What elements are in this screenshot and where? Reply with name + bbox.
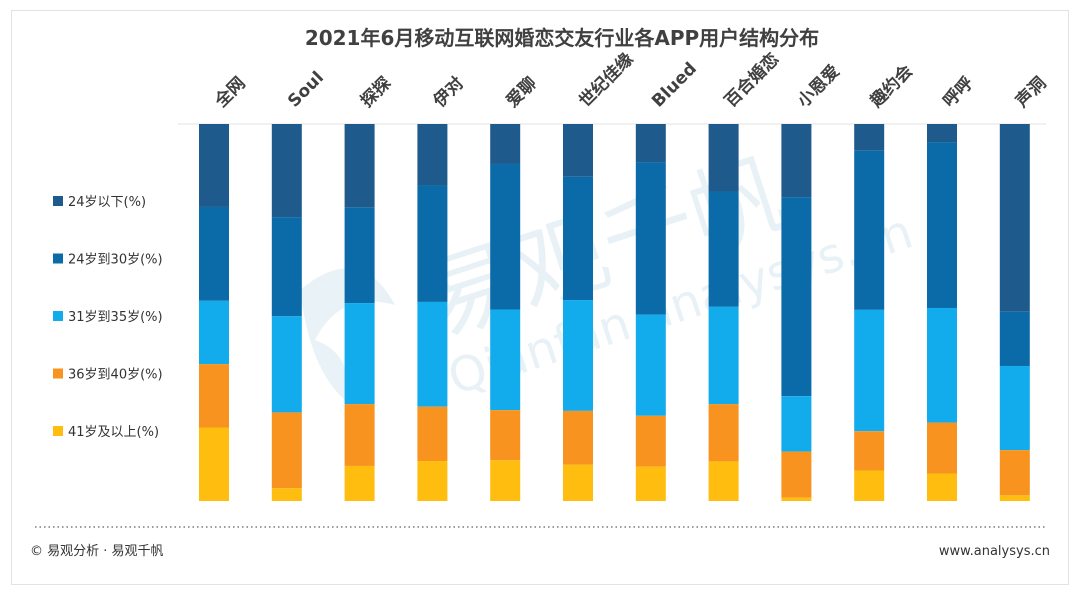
x-tick-label: 百合婚恋 xyxy=(720,49,783,112)
bar-segment-2-2 xyxy=(344,303,375,405)
bar-segment-5-3 xyxy=(563,410,593,465)
x-axis-labels: 全网 Soul 探探 伊对 爱聊 世纪佳缘 Blued 百合婚恋 小恩爱 趣约会 呼呼 声洞 xyxy=(210,49,1050,113)
bar-segment-0-0 xyxy=(199,124,229,207)
bar-segment-0-4 xyxy=(199,427,229,502)
bar-segment-6-2 xyxy=(635,314,666,416)
chart-frame xyxy=(11,10,1069,585)
x-tick-label: 趣约会 xyxy=(865,61,917,113)
bar-segment-9-1 xyxy=(854,150,885,310)
legend-swatch xyxy=(53,196,63,206)
bar-segment-7-2 xyxy=(708,306,739,405)
bar-segment-2-1 xyxy=(344,207,375,304)
bar-segment-9-4 xyxy=(854,470,885,501)
bar-segment-4-3 xyxy=(490,410,521,461)
bar-segment-11-4 xyxy=(999,495,1030,501)
x-tick-label: 探探 xyxy=(356,73,395,112)
bar-segment-7-3 xyxy=(708,404,739,462)
x-tick-label: 伊对 xyxy=(428,73,468,113)
bar-segment-8-0 xyxy=(781,124,812,198)
watermark: 易观千帆 Qianfan.analysys.cn xyxy=(300,140,919,406)
legend-swatch xyxy=(53,311,63,321)
x-tick-label: Blued xyxy=(648,59,701,112)
bar-segment-8-4 xyxy=(781,497,812,501)
x-tick-label: Soul xyxy=(284,68,328,112)
bar-segment-4-4 xyxy=(490,460,521,501)
bar-segment-5-2 xyxy=(563,300,593,411)
bar-segment-0-2 xyxy=(199,300,229,365)
chart-title: 2021年6月移动互联网婚恋交友行业各APP用户结构分布 xyxy=(305,26,819,50)
bar-segment-6-1 xyxy=(635,162,666,315)
x-tick-label: 爱聊 xyxy=(502,73,541,112)
bar-segment-10-3 xyxy=(927,422,957,474)
x-tick-label: 呼呼 xyxy=(939,73,977,111)
bar-segment-1-1 xyxy=(271,217,302,317)
bar-segment-5-1 xyxy=(563,176,593,301)
legend-label: 24岁到30岁(%) xyxy=(68,253,163,268)
x-tick-label: 小恩爱 xyxy=(793,61,844,112)
bar-segment-10-2 xyxy=(927,307,957,423)
bar-segment-10-0 xyxy=(927,124,957,143)
bar-segment-6-4 xyxy=(635,466,666,501)
bar-segment-2-0 xyxy=(344,124,375,208)
footer-website: www.analysys.cn xyxy=(939,544,1050,559)
bar-segment-0-1 xyxy=(199,206,229,301)
bar-segment-9-3 xyxy=(854,431,885,471)
bar-segment-3-0 xyxy=(417,124,448,186)
x-tick-label: 世纪佳缘 xyxy=(575,49,638,112)
bar-segment-4-1 xyxy=(490,163,521,310)
legend: 24岁以下(%) 24岁到30岁(%) 31岁到35岁(%) 36岁到40岁(%) 41… xyxy=(53,195,163,440)
bar-segment-7-4 xyxy=(708,461,739,502)
bar-segment-3-1 xyxy=(417,185,448,302)
legend-swatch xyxy=(53,426,63,436)
legend-label: 36岁到40岁(%) xyxy=(68,368,163,383)
legend-label: 41岁及以上(%) xyxy=(68,425,159,440)
legend-swatch xyxy=(53,253,63,264)
bars xyxy=(199,124,1030,502)
bar-segment-0-3 xyxy=(199,364,229,428)
bar-segment-4-0 xyxy=(490,124,521,164)
bar-segment-11-1 xyxy=(999,311,1030,367)
bar-segment-9-2 xyxy=(854,309,885,432)
bar-segment-8-2 xyxy=(781,396,812,452)
bar-segment-11-0 xyxy=(999,124,1030,312)
bar-segment-9-0 xyxy=(854,124,885,151)
bar-segment-3-3 xyxy=(417,406,448,462)
bar-segment-11-2 xyxy=(999,366,1030,451)
bar-segment-8-1 xyxy=(781,197,812,397)
legend-label: 24岁以下(%) xyxy=(68,195,146,210)
bar-segment-5-0 xyxy=(563,124,593,177)
bar-segment-11-3 xyxy=(999,450,1030,496)
bar-segment-6-3 xyxy=(635,415,666,467)
bar-segment-6-0 xyxy=(635,124,666,163)
footer-copyright: © 易观分析 · 易观千帆 xyxy=(30,544,164,559)
legend-swatch xyxy=(53,368,63,379)
x-tick-label: 声洞 xyxy=(1011,73,1051,113)
bar-segment-10-1 xyxy=(927,142,957,308)
bar-segment-1-2 xyxy=(271,316,302,413)
bar-segment-1-0 xyxy=(271,124,302,218)
bar-segment-4-2 xyxy=(490,309,521,411)
bar-segment-7-1 xyxy=(708,191,739,307)
bar-segment-8-3 xyxy=(781,451,812,498)
bar-segment-3-2 xyxy=(417,301,448,407)
bar-segment-1-3 xyxy=(271,412,302,489)
x-tick-label: 全网 xyxy=(210,73,250,113)
legend-label: 31岁到35岁(%) xyxy=(68,310,163,325)
bar-segment-2-3 xyxy=(344,404,375,466)
bar-segment-5-4 xyxy=(563,464,593,501)
bar-segment-1-4 xyxy=(271,488,302,501)
bar-segment-2-4 xyxy=(344,465,375,501)
bar-segment-3-4 xyxy=(417,461,448,501)
bar-segment-10-4 xyxy=(927,473,957,501)
bar-segment-7-0 xyxy=(708,124,739,192)
